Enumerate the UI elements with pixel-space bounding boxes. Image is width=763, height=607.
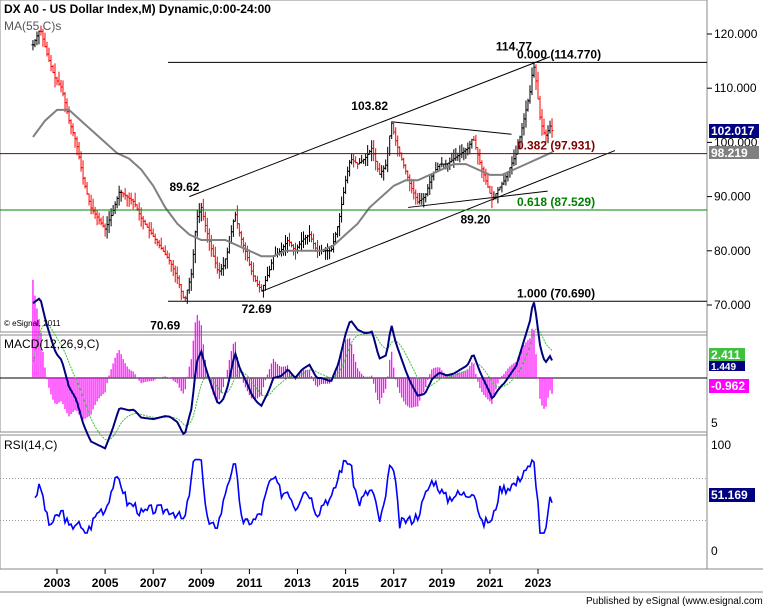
price-tick-label: 90.000 [714, 190, 751, 204]
price-tick-label: 80.000 [714, 244, 751, 258]
price-tick-label: 100.000 [714, 135, 758, 149]
macd-value: 2.411 [711, 348, 741, 362]
signal-value-box [709, 361, 745, 371]
macd-signal-line [32, 323, 553, 441]
rsi-line [34, 458, 553, 534]
x-tick-label: 2023 [525, 576, 552, 590]
trend-line [261, 150, 616, 292]
hist-value-box [709, 379, 749, 393]
fib-level-label: 0.000 (114.770) [517, 47, 601, 61]
last-price-box [709, 124, 759, 138]
rsi-value-box [709, 488, 755, 502]
signal-value: 1.449 [711, 362, 736, 373]
x-tick-label: 2019 [428, 576, 455, 590]
trend-line [408, 190, 548, 208]
rsi-tick-100: 100 [711, 438, 731, 452]
price-annotation: 89.20 [460, 213, 490, 227]
rsi-value: 51.169 [711, 488, 748, 502]
rsi-tick-0: 0 [711, 544, 718, 558]
rsi-panel [0, 434, 708, 570]
macd-tick-5: 5 [711, 416, 718, 430]
price-annotation: 89.62 [169, 180, 199, 194]
macd-value-box [709, 348, 745, 361]
ma-label: MA(55,C)s [4, 19, 61, 33]
price-annotation: 72.69 [242, 302, 272, 316]
macd-line [32, 297, 553, 450]
macd-panel [0, 334, 708, 433]
x-tick-label: 2015 [332, 576, 359, 590]
ma-line [32, 108, 553, 258]
ma-value: 98.219 [711, 146, 748, 160]
x-tick-label: 2007 [140, 576, 167, 590]
price-annotation: 103.82 [351, 99, 388, 113]
x-tick-label: 2021 [477, 576, 504, 590]
trend-line [391, 121, 512, 135]
price-annotation: 70.69 [150, 318, 180, 332]
hist-value: -0.962 [711, 379, 745, 393]
x-tick-label: 2009 [188, 576, 215, 590]
x-tick-label: 2005 [92, 576, 119, 590]
x-tick-label: 2011 [236, 576, 262, 590]
x-tick-label: 2003 [44, 576, 71, 590]
fib-level-label: 1.000 (70.690) [517, 286, 595, 300]
macd-label: MACD(12,26,9,C) [4, 337, 99, 351]
x-tick-label: 2017 [380, 576, 407, 590]
last-price-value: 102.017 [711, 124, 755, 138]
rsi-label: RSI(14,C) [4, 438, 57, 452]
price-tick-label: 110.000 [714, 81, 757, 95]
trend-line [189, 56, 551, 198]
price-annotation: 114.77 [496, 39, 532, 53]
fib-level-label: 0.382 (97.931) [517, 139, 595, 153]
fib-level-label: 0.618 (87.529) [517, 195, 595, 209]
ma-value-box [709, 146, 759, 159]
footer-credit: Published by eSignal (www.esignal.com) [586, 596, 763, 607]
chart-title: DX A0 - US Dollar Index,M) Dynamic,0:00-… [4, 2, 271, 16]
price-tick-label: 120.000 [714, 27, 758, 41]
price-tick-label: 70.000 [714, 298, 751, 312]
copyright: © eSignal, 2011 [4, 319, 61, 328]
x-tick-label: 2013 [284, 576, 311, 590]
